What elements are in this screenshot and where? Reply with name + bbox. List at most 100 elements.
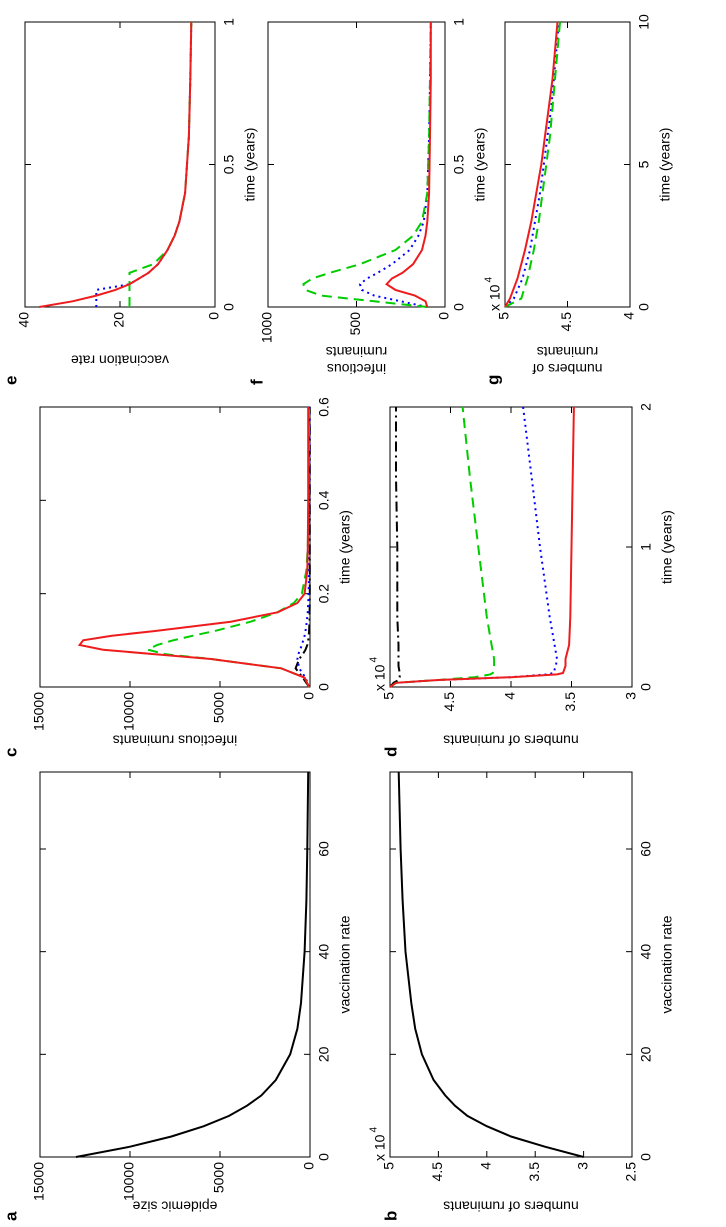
x-tick-label: 1	[221, 18, 237, 26]
y-tick-label: 4.5	[429, 1162, 445, 1182]
axes-box	[389, 406, 633, 688]
x-tick-label: 60	[638, 841, 654, 857]
y-tick-label: 5000	[211, 692, 227, 723]
y-tick-label: 3.5	[562, 692, 578, 712]
axis-multiplier: x 10	[372, 664, 388, 691]
data-line	[75, 771, 310, 1158]
x-tick-label: 0.4	[316, 490, 332, 510]
y-axis-label: infectious	[327, 361, 386, 377]
x-axis-label: time (years)	[659, 510, 675, 584]
x-tick-label: 2	[638, 403, 654, 411]
y-tick-label: 10000	[121, 692, 137, 731]
x-tick-label: 0.5	[451, 155, 467, 175]
x-tick-label: 0	[316, 1153, 332, 1161]
y-tick-label: 10000	[121, 1162, 137, 1201]
y-tick-label: 0	[301, 1162, 317, 1170]
data-line	[504, 21, 559, 308]
y-axis-label: infectious ruminants	[113, 732, 238, 748]
axis-multiplier-exponent: 4	[369, 1127, 380, 1133]
x-axis-label: time (years)	[242, 128, 258, 202]
x-tick-label: 1	[451, 18, 467, 26]
y-tick-label: 500	[347, 312, 363, 336]
data-line	[302, 21, 432, 308]
x-tick-label: 5	[636, 160, 652, 168]
y-tick-label: 4.5	[441, 692, 457, 712]
panel-label: a	[1, 1211, 20, 1221]
panel-label: g	[483, 375, 502, 385]
y-tick-label: 4	[502, 692, 518, 700]
y-axis-label: ruminants	[537, 344, 598, 360]
x-tick-label: 0.5	[221, 155, 237, 175]
x-tick-label: 0.2	[316, 584, 332, 604]
y-axis-label: ruminants	[326, 344, 387, 360]
x-tick-label: 20	[638, 1046, 654, 1062]
y-tick-label: 5000	[211, 1162, 227, 1193]
axes-box	[389, 771, 633, 1158]
y-tick-label: 5	[496, 312, 512, 320]
panel-label: e	[1, 376, 20, 385]
x-axis-label: time (years)	[337, 510, 353, 584]
data-line	[504, 21, 560, 308]
x-axis-label: vaccination rate	[659, 915, 675, 1013]
data-line	[77, 407, 311, 688]
data-line	[296, 407, 311, 688]
y-tick-label: 3.5	[526, 1162, 542, 1182]
y-tick-label: 0	[301, 692, 317, 700]
axis-multiplier-exponent: 4	[484, 277, 495, 283]
data-line	[389, 407, 401, 688]
panel-label: b	[381, 1211, 400, 1221]
y-tick-label: 1000	[259, 312, 275, 343]
y-tick-label: 0	[206, 312, 222, 320]
axis-multiplier: x 10	[372, 1134, 388, 1161]
y-tick-label: 5	[381, 1162, 397, 1170]
axes-box	[39, 771, 311, 1158]
x-tick-label: 0	[451, 303, 467, 311]
x-tick-label: 0	[316, 683, 332, 691]
panel-label: c	[1, 748, 20, 757]
y-axis-label: numbers of ruminants	[443, 1198, 578, 1214]
data-line	[504, 21, 561, 308]
x-tick-label: 10	[636, 14, 652, 30]
axis-multiplier: x 10	[487, 284, 503, 311]
x-tick-label: 20	[316, 1046, 332, 1062]
x-tick-label: 0	[221, 303, 237, 311]
x-tick-label: 40	[638, 944, 654, 960]
panel-label: f	[247, 379, 266, 385]
y-tick-label: 2.5	[623, 1162, 639, 1182]
axes-box	[267, 21, 446, 308]
axis-multiplier-exponent: 4	[369, 657, 380, 663]
x-tick-label: 40	[316, 944, 332, 960]
data-line	[389, 406, 575, 688]
y-tick-label: 15000	[31, 1162, 47, 1201]
y-tick-label: 4	[478, 1162, 494, 1170]
y-tick-label: 3	[623, 692, 639, 700]
y-tick-label: 4.5	[558, 312, 574, 332]
y-tick-label: 3	[574, 1162, 590, 1170]
y-tick-label: 5	[381, 692, 397, 700]
y-axis-label: numbers of ruminants	[443, 732, 578, 748]
y-axis-label: epidemic size	[132, 1198, 217, 1214]
x-axis-label: vaccination rate	[337, 915, 353, 1013]
data-line	[385, 22, 432, 308]
x-axis-label: time (years)	[657, 128, 673, 202]
y-axis-label: vaccination rate	[71, 352, 169, 368]
y-tick-label: 40	[16, 312, 32, 328]
x-tick-label: 0	[638, 1153, 654, 1161]
x-tick-label: 0.6	[316, 397, 332, 417]
x-tick-label: 1	[638, 543, 654, 551]
y-tick-label: 0	[436, 312, 452, 320]
y-axis-label: numbers of	[532, 361, 602, 377]
y-tick-label: 15000	[31, 692, 47, 731]
x-axis-label: time (years)	[472, 128, 488, 202]
panel-label: d	[381, 747, 400, 757]
x-tick-label: 0	[638, 683, 654, 691]
axes-box	[504, 21, 631, 308]
data-line	[39, 21, 193, 308]
y-tick-label: 20	[111, 312, 127, 328]
x-tick-label: 0	[636, 303, 652, 311]
x-tick-label: 60	[316, 841, 332, 857]
y-tick-label: 4	[621, 312, 637, 320]
data-line	[397, 771, 584, 1158]
